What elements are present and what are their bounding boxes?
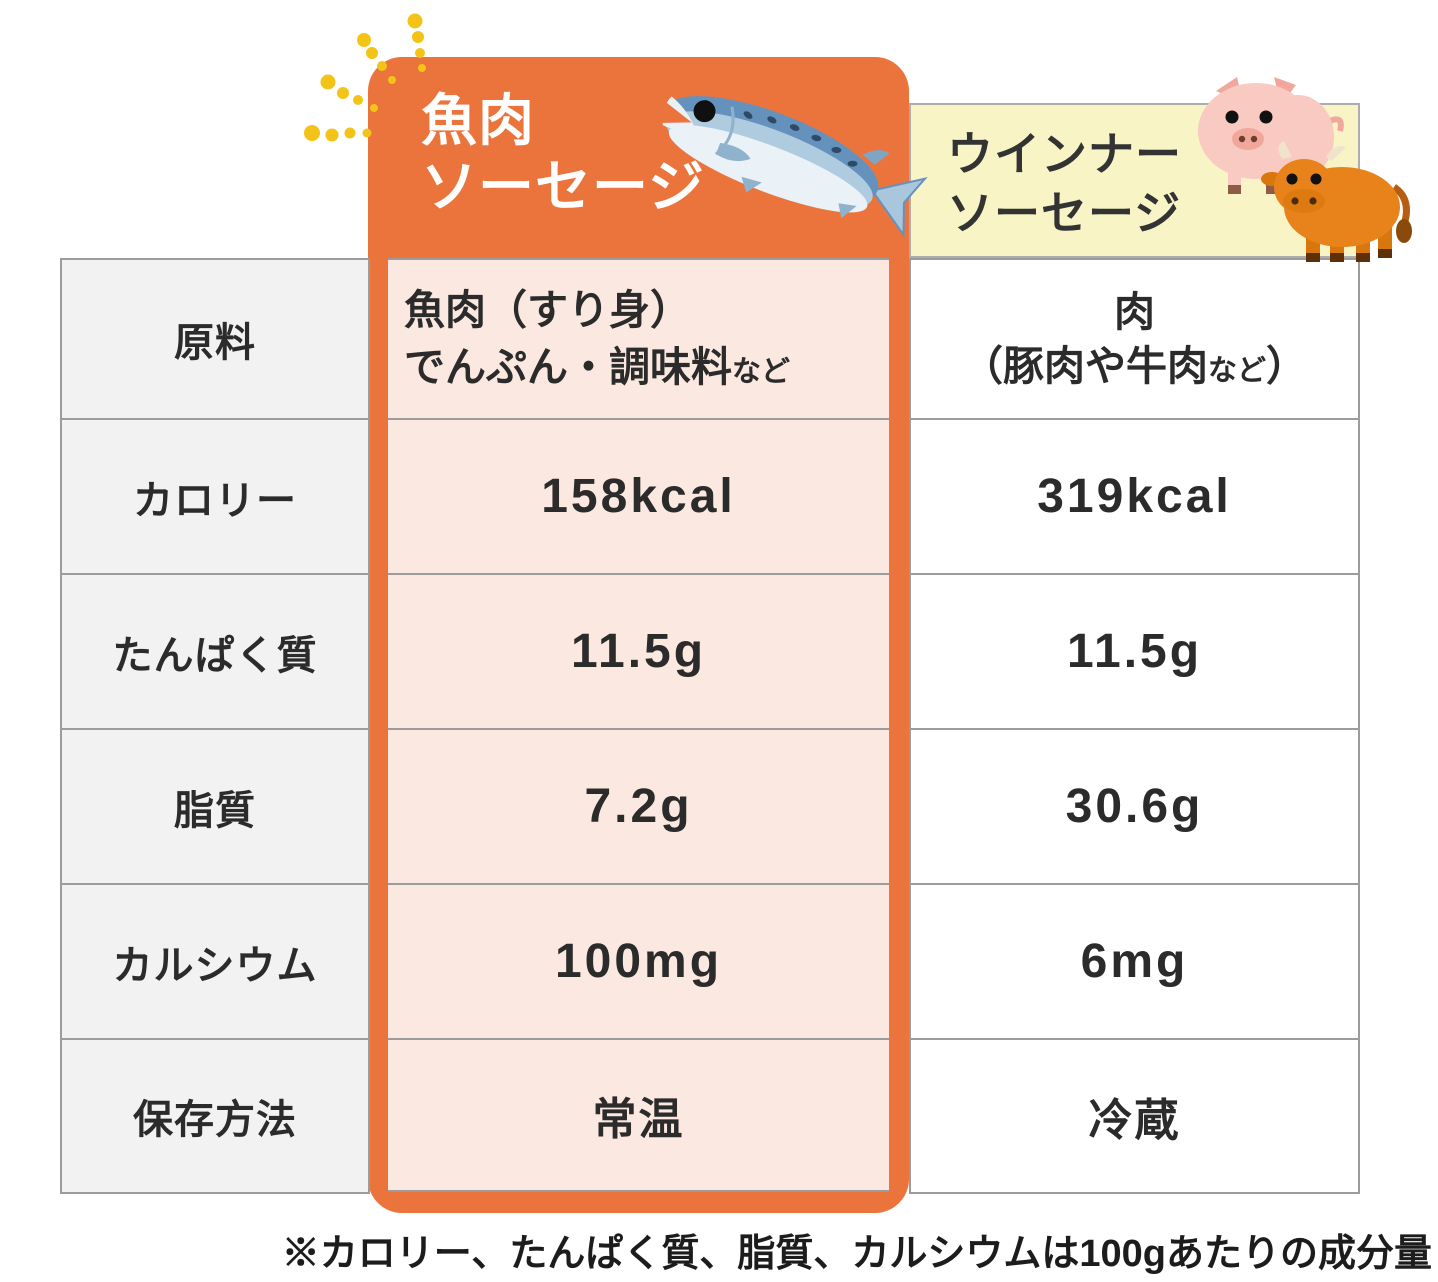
sparkle-icon — [304, 13, 426, 142]
wiener-ingredients-line2-suffix: など — [1207, 355, 1266, 387]
fish-icon — [657, 96, 928, 238]
fish-fat-value: 7.2g — [388, 730, 889, 885]
wiener-ingredients-line1: 肉 — [1113, 288, 1155, 335]
fish-storage-value: 常温 — [592, 1095, 685, 1144]
wiener-calories-value: 319kcal — [911, 420, 1358, 575]
row-label-calcium: カルシウム — [62, 885, 368, 1040]
fish-sausage-title-line2: ソーセージ — [421, 154, 705, 218]
wiener-calcium-value: 6mg — [911, 885, 1358, 1040]
wiener-protein-value: 11.5g — [911, 575, 1358, 730]
row-label-ingredients: 原料 — [62, 260, 368, 420]
wiener-sausage-value-column: 肉 （豚肉や牛肉など） 319kcal 11.5g 30.6g 6mg 冷蔵 — [909, 258, 1360, 1194]
row-label-storage: 保存方法 — [133, 1098, 297, 1142]
fish-ingredients-line2: でんぷん・調味料 — [404, 344, 732, 390]
row-label-fat: 脂質 — [62, 730, 368, 885]
fish-calcium-value: 100mg — [388, 885, 889, 1040]
fish-protein-value: 11.5g — [388, 575, 889, 730]
fish-sausage-value-column: 魚肉（すり身） でんぷん・調味料など 158kcal 11.5g 7.2g 10… — [388, 258, 889, 1192]
wiener-fat-value: 30.6g — [911, 730, 1358, 885]
wiener-sausage-title-line2: ソーセージ — [947, 186, 1182, 239]
fish-sausage-title-line1: 魚肉 — [421, 89, 535, 152]
wiener-ingredients-line2: （豚肉や牛肉 — [961, 343, 1208, 389]
fish-ingredients-line1: 魚肉（すり身） — [404, 287, 691, 334]
wiener-sausage-title: ウインナー ソーセージ — [947, 125, 1182, 243]
wiener-ingredients-cell: 肉 （豚肉や牛肉など） — [911, 260, 1358, 420]
cow-icon — [1261, 141, 1412, 262]
fish-calories-value: 158kcal — [388, 420, 889, 575]
row-label-calories: カロリー — [62, 420, 368, 575]
wiener-sausage-title-line1: ウインナー — [947, 128, 1182, 180]
row-label-protein: たんぱく質 — [62, 575, 368, 730]
per-100g-footnote: ※カロリー、たんぱく質、脂質、カルシウムは100gあたりの成分量 — [281, 1233, 1432, 1275]
fish-ingredients-cell: 魚肉（すり身） でんぷん・調味料など — [388, 260, 889, 420]
wiener-storage-value: 冷蔵 — [1088, 1096, 1181, 1145]
pig-and-cow-illustration — [1198, 77, 1412, 262]
fish-ingredients-line2-suffix: など — [732, 356, 791, 388]
wiener-ingredients-line2-close: ） — [1266, 343, 1307, 389]
row-label-column: 原料 カロリー たんぱく質 脂質 カルシウム 保存方法 — [60, 258, 370, 1194]
fish-sausage-title: 魚肉 ソーセージ — [421, 88, 705, 219]
